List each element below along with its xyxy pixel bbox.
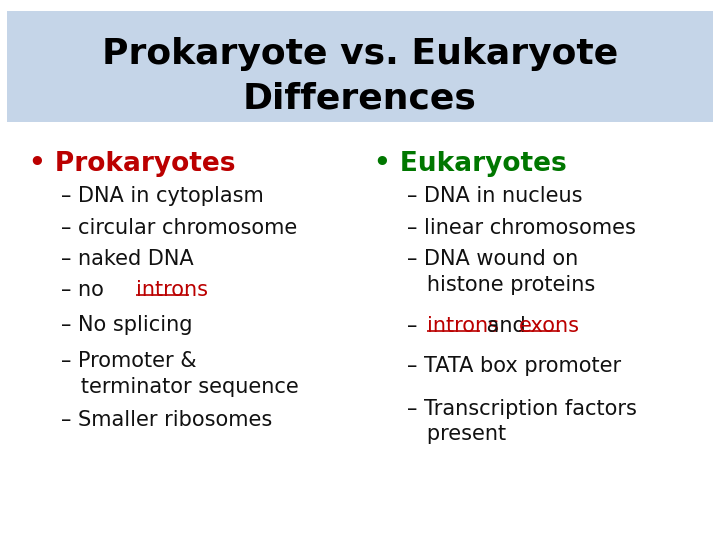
Text: – linear chromosomes: – linear chromosomes — [407, 218, 636, 238]
Text: – no: – no — [61, 280, 111, 300]
Text: – Transcription factors
   present: – Transcription factors present — [407, 399, 636, 444]
Text: Differences: Differences — [243, 82, 477, 115]
Text: – circular chromosome: – circular chromosome — [61, 218, 297, 238]
Text: and: and — [480, 316, 533, 336]
Text: – DNA wound on
   histone proteins: – DNA wound on histone proteins — [407, 249, 595, 294]
Text: – Smaller ribosomes: – Smaller ribosomes — [61, 410, 272, 430]
Text: – Promoter &
   terminator sequence: – Promoter & terminator sequence — [61, 351, 299, 396]
Text: exons: exons — [519, 316, 580, 336]
Text: – naked DNA: – naked DNA — [61, 249, 194, 269]
Text: • Prokaryotes: • Prokaryotes — [29, 151, 235, 177]
FancyBboxPatch shape — [7, 11, 713, 122]
Text: introns: introns — [136, 280, 208, 300]
Text: – DNA in cytoplasm: – DNA in cytoplasm — [61, 186, 264, 206]
Text: • Eukaryotes: • Eukaryotes — [374, 151, 567, 177]
Text: Prokaryote vs. Eukaryote: Prokaryote vs. Eukaryote — [102, 37, 618, 71]
Text: introns: introns — [427, 316, 499, 336]
Text: – DNA in nucleus: – DNA in nucleus — [407, 186, 582, 206]
Text: – No splicing: – No splicing — [61, 315, 193, 335]
Text: – TATA box promoter: – TATA box promoter — [407, 356, 621, 376]
Text: –: – — [407, 316, 424, 336]
